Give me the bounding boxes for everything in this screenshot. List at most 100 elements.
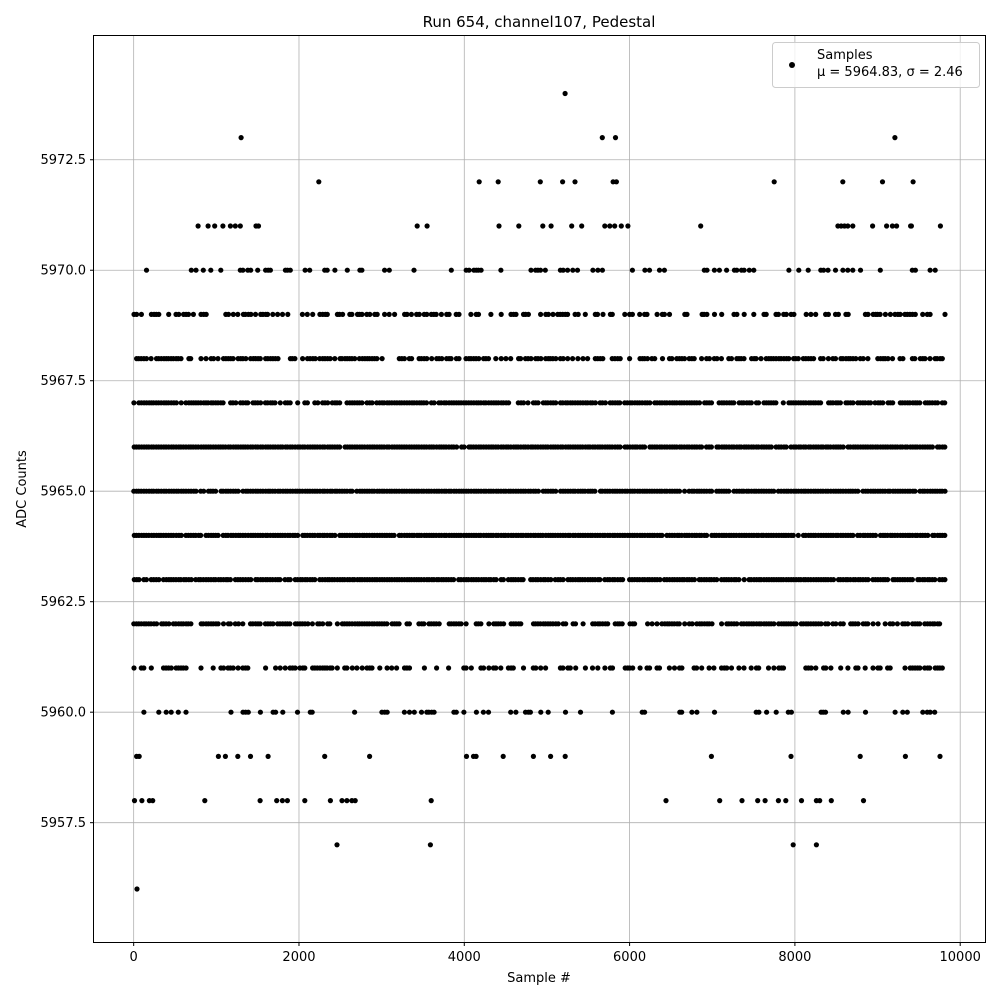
data-point xyxy=(942,532,948,539)
data-point xyxy=(424,223,430,229)
data-point xyxy=(577,709,584,715)
data-point xyxy=(708,400,715,406)
data-point xyxy=(427,842,433,848)
data-point xyxy=(764,709,770,715)
data-point xyxy=(885,577,891,583)
data-point xyxy=(937,223,944,229)
data-point xyxy=(850,400,856,406)
data-point xyxy=(136,577,142,583)
data-point xyxy=(609,665,616,671)
data-point xyxy=(927,709,933,715)
data-point xyxy=(795,532,801,539)
data-point xyxy=(493,577,499,583)
data-point xyxy=(190,311,196,317)
data-point xyxy=(527,709,534,715)
data-point xyxy=(188,267,194,273)
data-point xyxy=(580,621,586,627)
data-point xyxy=(480,709,486,715)
data-point xyxy=(647,665,653,671)
data-point xyxy=(877,267,883,273)
data-point xyxy=(569,223,575,229)
data-point xyxy=(359,267,365,273)
data-point xyxy=(830,577,837,583)
data-point xyxy=(612,135,619,141)
data-point xyxy=(359,311,365,317)
data-point xyxy=(424,311,430,317)
y-tick-label: 5970.0 xyxy=(41,264,87,279)
data-point xyxy=(537,179,543,185)
data-point xyxy=(304,311,310,317)
data-point xyxy=(589,665,596,671)
data-point xyxy=(661,267,668,273)
data-point xyxy=(599,267,606,273)
data-point xyxy=(625,223,631,229)
data-point xyxy=(865,311,871,317)
data-point xyxy=(654,621,660,627)
data-point xyxy=(156,709,162,715)
data-point xyxy=(855,665,861,671)
data-point xyxy=(671,665,678,671)
data-point xyxy=(756,709,762,715)
data-point xyxy=(845,665,851,671)
data-point xyxy=(501,621,507,627)
data-point xyxy=(908,223,915,229)
data-point xyxy=(609,709,616,715)
data-point xyxy=(183,665,189,671)
data-point xyxy=(663,798,669,804)
data-point xyxy=(188,356,194,362)
data-point xyxy=(649,621,655,627)
data-point xyxy=(481,665,487,671)
data-point xyxy=(273,665,279,671)
data-point xyxy=(877,665,883,671)
data-point xyxy=(478,267,484,273)
chart-title: Run 654, channel107, Pedestal xyxy=(423,13,656,31)
data-point xyxy=(257,709,263,715)
data-point xyxy=(882,621,888,627)
data-point xyxy=(917,665,923,671)
data-point xyxy=(139,798,145,804)
data-point xyxy=(327,798,333,804)
data-point xyxy=(555,621,561,627)
data-point xyxy=(689,709,695,715)
data-point xyxy=(832,267,839,273)
data-point xyxy=(805,267,811,273)
data-point xyxy=(240,621,246,627)
data-point xyxy=(813,842,820,848)
data-point xyxy=(790,842,796,848)
data-point xyxy=(669,356,675,362)
data-point xyxy=(377,665,383,671)
data-point xyxy=(273,709,279,715)
y-axis-ticks: 5957.5 5960.0 5962.5 5965.0 5967.5 5970.0 5972… xyxy=(41,153,94,831)
data-point xyxy=(369,665,375,671)
data-point xyxy=(535,488,542,494)
data-point xyxy=(525,311,532,317)
data-point xyxy=(421,665,427,671)
data-point xyxy=(131,798,138,804)
data-point xyxy=(600,356,606,362)
data-point xyxy=(602,665,608,671)
data-point xyxy=(845,709,851,715)
data-point xyxy=(134,311,140,317)
data-point xyxy=(796,267,802,273)
data-point xyxy=(235,311,241,317)
data-point xyxy=(771,179,777,185)
data-point xyxy=(684,311,690,317)
data-point xyxy=(734,267,740,273)
data-point xyxy=(520,577,526,583)
data-point xyxy=(498,267,504,273)
data-point xyxy=(741,577,747,583)
data-point xyxy=(508,356,514,362)
data-point xyxy=(762,798,768,804)
data-point xyxy=(453,709,459,715)
data-point xyxy=(711,709,718,715)
data-point xyxy=(579,223,585,229)
data-point xyxy=(553,488,559,494)
data-point xyxy=(771,621,777,627)
data-point xyxy=(575,356,581,362)
data-point xyxy=(404,311,410,317)
data-point xyxy=(823,665,829,671)
data-point xyxy=(612,223,618,229)
data-point xyxy=(765,665,772,671)
data-point xyxy=(257,356,263,362)
data-point xyxy=(644,356,651,362)
